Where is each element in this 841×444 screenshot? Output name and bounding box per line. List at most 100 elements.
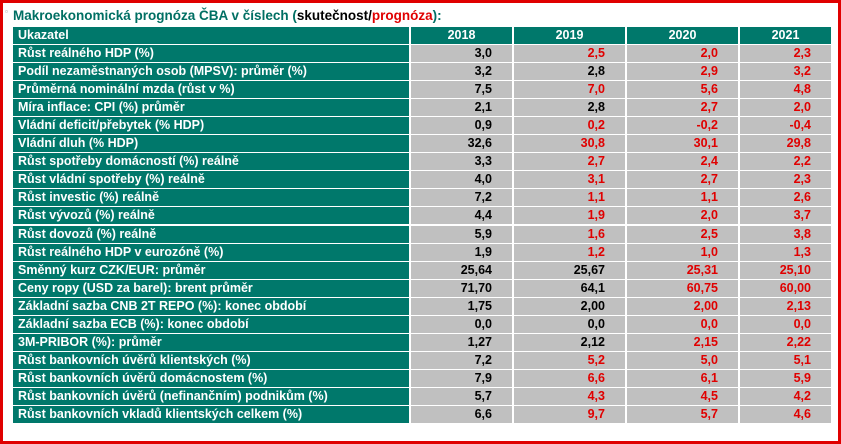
value-cell-2021: 5,9 xyxy=(740,369,831,387)
value-cell-2019: 1,1 xyxy=(514,189,627,207)
value-cell-2021: 2,3 xyxy=(740,45,831,63)
value-cell-2020: 2,0 xyxy=(627,207,740,225)
value-cell-2018: 1,75 xyxy=(411,297,514,315)
column-header-2021: 2021 xyxy=(740,27,831,44)
row-label: Míra inflace: CPI (%) průměr xyxy=(13,99,411,117)
value-cell-2019: 3,1 xyxy=(514,171,627,189)
row-label: Růst spotřeby domácností (%) reálně xyxy=(13,153,411,171)
forecast-table: Ukazatel 2018 2019 2020 2021 Růst reálné… xyxy=(13,26,831,423)
value-cell-2020: 60,75 xyxy=(627,279,740,297)
row-label: Růst vládní spotřeby (%) reálně xyxy=(13,171,411,189)
table-row: Růst dovozů (%) reálně 5,9 1,6 2,5 3,8 xyxy=(13,225,831,243)
table-row: Růst spotřeby domácností (%) reálně 3,3 2,… xyxy=(13,152,831,171)
value-cell-2019: 4,3 xyxy=(514,387,627,405)
value-cell-2018: 25,64 xyxy=(411,261,514,279)
value-cell-2020: 5,6 xyxy=(627,81,740,99)
value-cell-2019: 9,7 xyxy=(514,405,627,423)
value-cell-2020: 0,0 xyxy=(627,315,740,333)
value-cell-2018: 7,2 xyxy=(411,189,514,207)
table-row: Růst bankovních úvěrů domácnostem (%) 7,9… xyxy=(13,369,831,387)
row-label: Ceny ropy (USD za barel): brent průměr xyxy=(13,279,411,297)
value-cell-2021: 0,0 xyxy=(740,315,831,333)
value-cell-2019: 1,6 xyxy=(514,225,627,243)
value-cell-2020: 2,0 xyxy=(627,45,740,63)
value-cell-2019: 2,12 xyxy=(514,333,627,351)
value-cell-2018: 1,9 xyxy=(411,243,514,261)
title-suffix: ): xyxy=(432,8,442,23)
value-cell-2019: 2,8 xyxy=(514,99,627,117)
table-header-row: Ukazatel 2018 2019 2020 2021 xyxy=(13,26,831,44)
value-cell-2018: 7,2 xyxy=(411,351,514,369)
value-cell-2018: 4,4 xyxy=(411,207,514,225)
value-cell-2021: 25,10 xyxy=(740,261,831,279)
table-row: Míra inflace: CPI (%) průměr 2,1 2,8 2,7 2,0 xyxy=(13,98,831,117)
value-cell-2021: 2,0 xyxy=(740,99,831,117)
value-cell-2018: 6,6 xyxy=(411,405,514,423)
table-row: Směnný kurz CZK/EUR: průměr 25,64 25,67 25,… xyxy=(13,261,831,279)
value-cell-2019: 25,67 xyxy=(514,261,627,279)
value-cell-2021: 2,2 xyxy=(740,153,831,171)
table-row: Růst vládní spotřeby (%) reálně 4,0 3,1 2,7… xyxy=(13,170,831,189)
value-cell-2019: 5,2 xyxy=(514,351,627,369)
table-row: Růst vývozů (%) reálně 4,4 1,9 2,0 3,7 xyxy=(13,206,831,225)
table-row: Růst bankovních úvěrů klientských (%) 7,2… xyxy=(13,351,831,369)
row-label: Základní sazba CNB 2T REPO (%): konec ob… xyxy=(13,297,411,315)
row-label: Růst investic (%) reálně xyxy=(13,189,411,207)
row-label: Růst reálného HDP v eurozóně (%) xyxy=(13,243,411,261)
value-cell-2020: 2,9 xyxy=(627,63,740,81)
corner-marker: ▫ xyxy=(5,7,8,16)
value-cell-2020: 1,1 xyxy=(627,189,740,207)
value-cell-2021: 4,6 xyxy=(740,405,831,423)
value-cell-2018: 4,0 xyxy=(411,171,514,189)
value-cell-2021: 60,00 xyxy=(740,279,831,297)
value-cell-2018: 0,0 xyxy=(411,315,514,333)
value-cell-2020: 4,5 xyxy=(627,387,740,405)
value-cell-2020: 2,5 xyxy=(627,225,740,243)
value-cell-2021: -0,4 xyxy=(740,117,831,135)
value-cell-2018: 5,9 xyxy=(411,225,514,243)
value-cell-2019: 2,7 xyxy=(514,153,627,171)
value-cell-2019: 7,0 xyxy=(514,81,627,99)
table-row: Růst reálného HDP v eurozóně (%) 1,9 1,2 1,… xyxy=(13,243,831,261)
value-cell-2018: 71,70 xyxy=(411,279,514,297)
value-cell-2020: 1,0 xyxy=(627,243,740,261)
value-cell-2019: 2,00 xyxy=(514,297,627,315)
column-header-2018: 2018 xyxy=(411,27,514,44)
row-label: Růst bankovních úvěrů (nefinančním) podn… xyxy=(13,387,411,405)
value-cell-2021: 1,3 xyxy=(740,243,831,261)
table-row: Růst bankovních úvěrů (nefinančním) podn… xyxy=(13,387,831,405)
row-label: Průměrná nominální mzda (růst v %) xyxy=(13,81,411,99)
value-cell-2020: 2,7 xyxy=(627,99,740,117)
table-row: Ceny ropy (USD za barel): brent průměr 71… xyxy=(13,279,831,297)
value-cell-2019: 30,8 xyxy=(514,135,627,153)
value-cell-2021: 29,8 xyxy=(740,135,831,153)
table-row: Vládní deficit/přebytek (% HDP) 0,9 0,2 -0,… xyxy=(13,116,831,135)
value-cell-2019: 0,2 xyxy=(514,117,627,135)
table-row: Základní sazba CNB 2T REPO (%): konec ob… xyxy=(13,297,831,315)
value-cell-2018: 7,9 xyxy=(411,369,514,387)
table-row: Vládní dluh (% HDP) 32,6 30,8 30,1 29,8 xyxy=(13,134,831,153)
value-cell-2018: 3,3 xyxy=(411,153,514,171)
value-cell-2018: 3,0 xyxy=(411,45,514,63)
title-forecast: prognóza xyxy=(371,8,433,23)
value-cell-2021: 3,2 xyxy=(740,63,831,81)
value-cell-2018: 7,5 xyxy=(411,81,514,99)
value-cell-2021: 5,1 xyxy=(740,351,831,369)
value-cell-2021: 3,7 xyxy=(740,207,831,225)
table-row: Základní sazba ECB (%): konec období 0,0 0… xyxy=(13,315,831,333)
row-label: Směnný kurz CZK/EUR: průměr xyxy=(13,261,411,279)
row-label: Růst vývozů (%) reálně xyxy=(13,207,411,225)
value-cell-2020: 2,7 xyxy=(627,171,740,189)
value-cell-2020: -0,2 xyxy=(627,117,740,135)
row-label: Podíl nezaměstnaných osob (MPSV): průměr… xyxy=(13,63,411,81)
value-cell-2021: 2,13 xyxy=(740,297,831,315)
value-cell-2018: 0,9 xyxy=(411,117,514,135)
value-cell-2020: 30,1 xyxy=(627,135,740,153)
page-title: Makroekonomická prognóza ČBA v číslech (… xyxy=(13,7,442,25)
value-cell-2018: 1,27 xyxy=(411,333,514,351)
row-label: Růst reálného HDP (%) xyxy=(13,45,411,63)
value-cell-2021: 2,3 xyxy=(740,171,831,189)
row-label: Základní sazba ECB (%): konec období xyxy=(13,315,411,333)
table-row: Růst bankovních vkladů klientských celke… xyxy=(13,405,831,423)
